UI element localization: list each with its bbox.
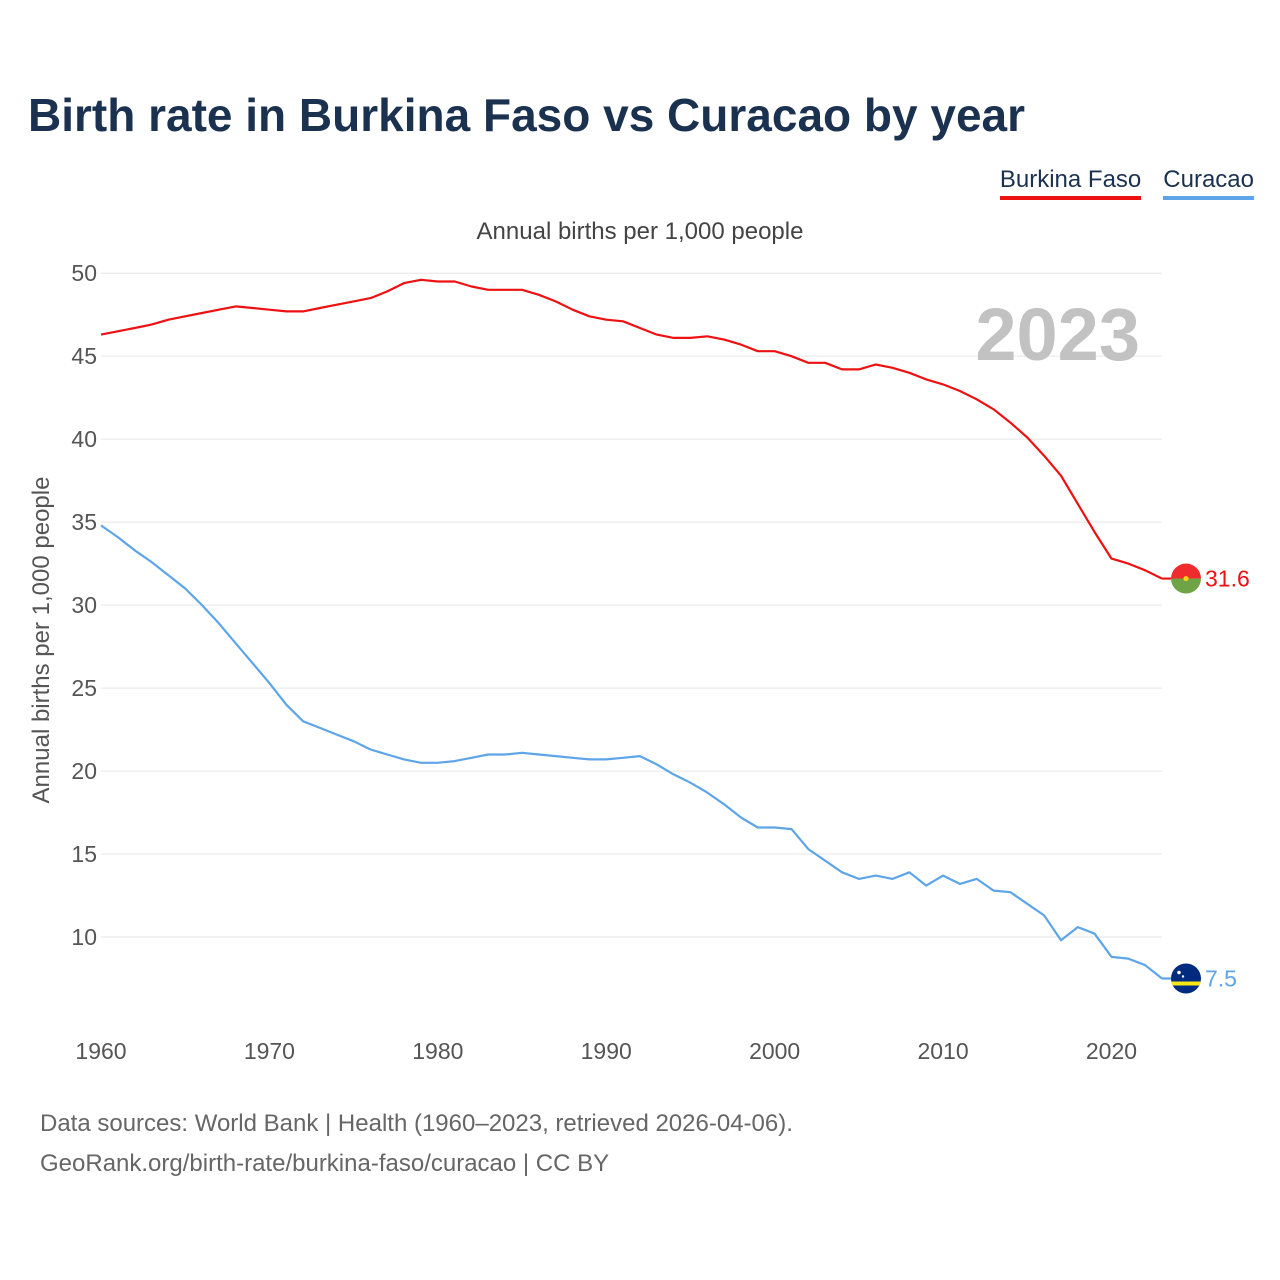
y-tick-label: 40 xyxy=(71,426,97,452)
x-tick-label: 1960 xyxy=(75,1038,126,1064)
burkina-faso-flag-icon xyxy=(1171,563,1201,594)
y-tick-label: 10 xyxy=(71,924,97,950)
curacao-flag-icon xyxy=(1171,963,1201,994)
x-tick-label: 2020 xyxy=(1086,1038,1137,1064)
legend-item-curacao[interactable]: Curacao xyxy=(1163,166,1254,200)
x-tick-label: 2000 xyxy=(749,1038,800,1064)
year-label: 2023 xyxy=(975,293,1140,376)
x-tick-label: 2010 xyxy=(917,1038,968,1064)
x-tick-label: 1990 xyxy=(581,1038,632,1064)
x-tick-label: 1980 xyxy=(412,1038,463,1064)
end-value-label-curacao: 7.5 xyxy=(1205,966,1237,992)
series-lines xyxy=(100,278,1163,980)
data-sources: Data sources: World Bank | Health (1960–… xyxy=(40,1104,793,1184)
series-line-burkina-faso xyxy=(100,278,1163,580)
y-tick-label: 35 xyxy=(71,509,97,535)
sources-line-1: Data sources: World Bank | Health (1960–… xyxy=(40,1110,793,1137)
chart-title: Birth rate in Burkina Faso vs Curacao by… xyxy=(28,89,1026,141)
y-tick-label: 50 xyxy=(71,260,97,286)
legend: Burkina Faso Curacao xyxy=(999,166,1254,200)
grid-lines xyxy=(101,272,1162,938)
x-tick-labels: 1960 1970 1980 1990 2000 2010 2020 xyxy=(75,1038,1137,1064)
sources-line-2: GeoRank.org/birth-rate/burkina-faso/cura… xyxy=(40,1150,610,1177)
y-tick-labels: 10 15 20 25 30 35 40 45 50 xyxy=(71,260,97,950)
y-tick-label: 30 xyxy=(71,592,97,618)
x-tick-label: 1970 xyxy=(244,1038,295,1064)
chart-subtitle: Annual births per 1,000 people xyxy=(476,218,804,245)
y-tick-label: 20 xyxy=(71,758,97,784)
y-tick-label: 45 xyxy=(71,343,97,369)
y-tick-label: 15 xyxy=(71,841,97,867)
y-tick-label: 25 xyxy=(71,675,97,701)
end-value-label-burkina-faso: 31.6 xyxy=(1205,566,1250,592)
series-end-markers: 31.6 7.5 xyxy=(1162,563,1250,994)
legend-item-burkina-faso[interactable]: Burkina Faso xyxy=(999,166,1142,200)
series-line-curacao xyxy=(100,524,1163,980)
